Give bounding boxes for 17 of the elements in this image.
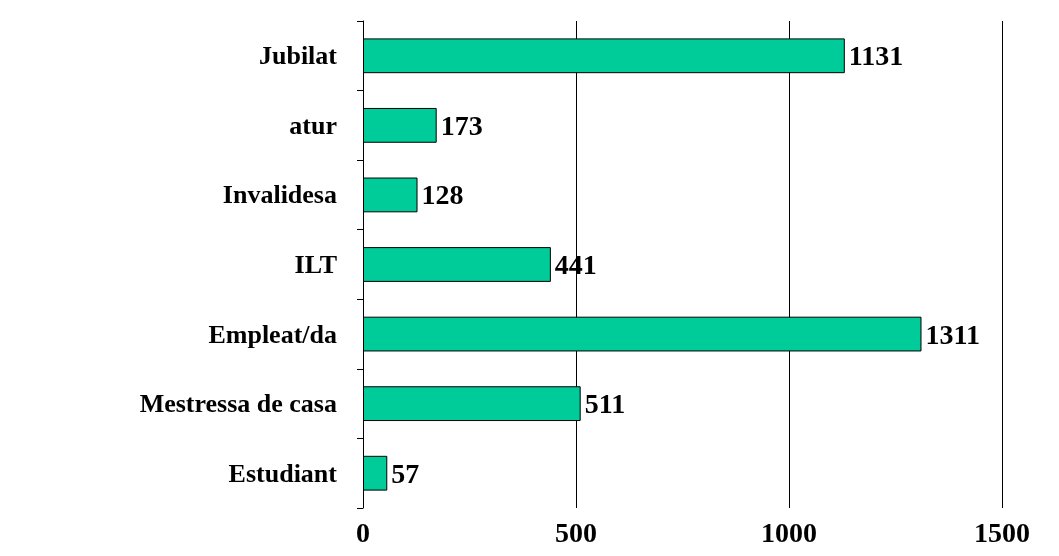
y-tick-label: Mestressa de casa — [139, 389, 337, 419]
data-label: 1311 — [925, 318, 980, 350]
y-tick-label: ILT — [294, 250, 337, 279]
y-tick-label: Estudiant — [228, 458, 338, 488]
data-label: 1131 — [848, 40, 904, 72]
data-label: 57 — [391, 457, 420, 489]
x-tick-label: 500 — [555, 516, 597, 548]
x-tick-label: 1500 — [974, 516, 1030, 548]
data-label: 511 — [584, 388, 626, 420]
y-tick-label: atur — [289, 110, 337, 140]
x-tick-label: 0 — [356, 516, 370, 548]
y-tick-label: Invalidesa — [222, 180, 337, 210]
y-tick-label: Jubilat — [258, 41, 338, 71]
data-label: 128 — [421, 179, 464, 211]
data-label: 173 — [440, 109, 483, 141]
x-tick-label: 1000 — [761, 516, 817, 548]
y-tick-label: Empleat/da — [208, 319, 337, 349]
